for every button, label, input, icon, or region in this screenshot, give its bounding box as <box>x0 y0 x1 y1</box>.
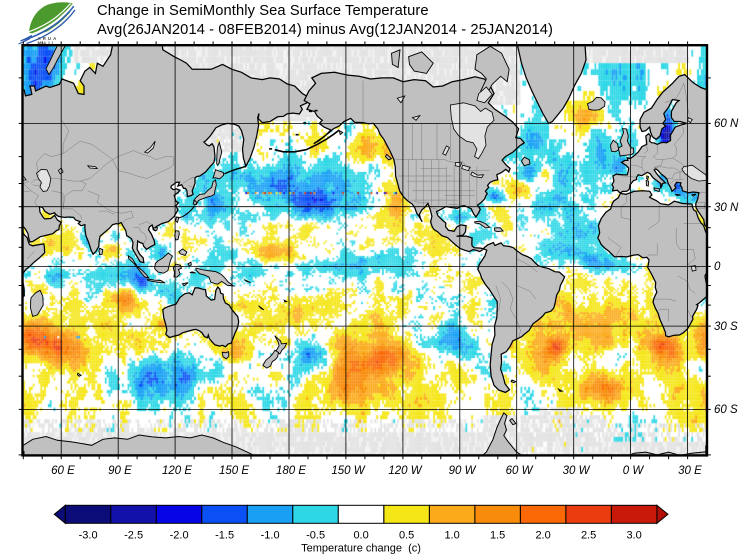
svg-text:180 E: 180 E <box>276 465 306 477</box>
svg-text:0.0: 0.0 <box>353 530 368 542</box>
svg-text:30 E: 30 E <box>678 465 702 477</box>
svg-text:-1.5: -1.5 <box>215 530 234 542</box>
svg-text:60 W: 60 W <box>506 465 534 477</box>
svg-text:-1.0: -1.0 <box>261 530 280 542</box>
svg-text:60 E: 60 E <box>51 465 75 477</box>
svg-text:0 W: 0 W <box>623 465 645 477</box>
svg-text:90 E: 90 E <box>108 465 132 477</box>
svg-text:MAII: MAII <box>38 41 55 46</box>
svg-text:ARUA: ARUA <box>38 36 59 41</box>
svg-text:90 W: 90 W <box>449 465 477 477</box>
svg-text:0: 0 <box>714 261 721 273</box>
svg-text:3.0: 3.0 <box>626 530 641 542</box>
svg-text:2.0: 2.0 <box>535 530 550 542</box>
svg-text:60 N: 60 N <box>714 118 739 130</box>
svg-text:2.5: 2.5 <box>581 530 596 542</box>
svg-text:30 N: 30 N <box>714 202 739 214</box>
svg-text:60 S: 60 S <box>714 404 738 416</box>
svg-text:-2.0: -2.0 <box>170 530 189 542</box>
svg-text:150 E: 150 E <box>219 465 249 477</box>
svg-text:1.0: 1.0 <box>444 530 459 542</box>
svg-text:-3.0: -3.0 <box>79 530 98 542</box>
svg-text:Temperature change (c): Temperature change (c) <box>301 543 421 555</box>
svg-text:30 S: 30 S <box>714 321 738 333</box>
svg-text:120 E: 120 E <box>162 465 192 477</box>
svg-text:0.5: 0.5 <box>399 530 414 542</box>
svg-text:30 W: 30 W <box>563 465 591 477</box>
svg-text:-2.5: -2.5 <box>124 530 143 542</box>
svg-text:120 W: 120 W <box>388 465 422 477</box>
svg-text:150 W: 150 W <box>331 465 365 477</box>
svg-text:1.5: 1.5 <box>490 530 505 542</box>
svg-text:-0.5: -0.5 <box>306 530 325 542</box>
